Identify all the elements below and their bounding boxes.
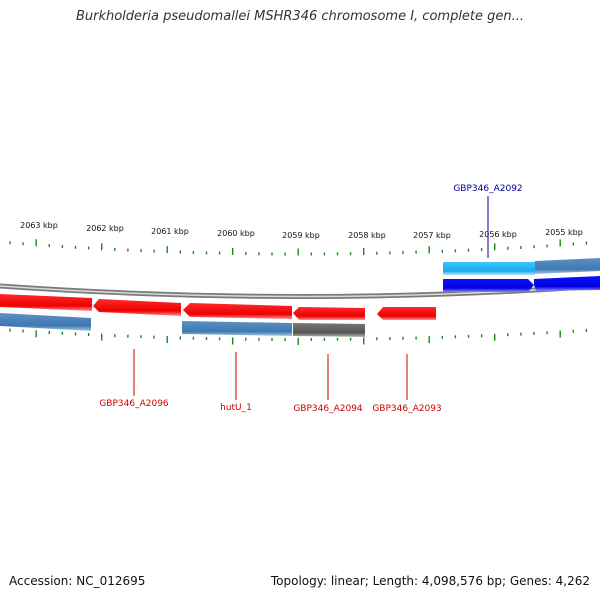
gene-GBP346_A2094-arrow[interactable]	[293, 307, 365, 320]
gene-GBP346_A2092-cds-cyan[interactable]	[443, 262, 535, 275]
gene-label-GBP346_A2094[interactable]: GBP346_A2094	[293, 404, 363, 414]
cds-GBP346_A2094-gray[interactable]	[293, 323, 365, 337]
scale-ticks-top	[9, 239, 588, 256]
gene-label-GBP346_A2093[interactable]: GBP346_A2093	[372, 404, 441, 414]
scale-label-2063: 2063 kbp	[20, 221, 58, 230]
scale-label-2056: 2056 kbp	[479, 230, 517, 239]
scale-label-2057: 2057 kbp	[413, 231, 451, 240]
gene-GBP346_A2096-arrow[interactable]	[93, 299, 181, 316]
gene-GBP346_A2092-arrow[interactable]	[443, 279, 534, 292]
gene-label-hutU_1[interactable]: hutU_1	[220, 403, 252, 413]
gene-GBP346_A2092-cds-steel[interactable]	[535, 258, 600, 274]
cds-left-steel[interactable]	[0, 313, 91, 331]
scale-label-2058: 2058 kbp	[348, 231, 386, 240]
gene-label-GBP346_A2092[interactable]: GBP346_A2092	[453, 184, 522, 194]
topology-label: Topology: linear; Length: 4,098,576 bp; …	[270, 574, 590, 588]
scale-labels: 2063 kbp 2062 kbp 2061 kbp 2060 kbp 2059…	[20, 221, 583, 240]
gene-hutU_1-arrow[interactable]	[183, 303, 292, 319]
scale-label-2062: 2062 kbp	[86, 224, 124, 233]
cds-hutU_1-steel[interactable]	[182, 321, 292, 336]
scale-label-2055: 2055 kbp	[545, 228, 583, 237]
scale-label-2059: 2059 kbp	[282, 231, 320, 240]
scale-label-2060: 2060 kbp	[217, 229, 255, 238]
gene-label-GBP346_A2096[interactable]: GBP346_A2096	[99, 399, 169, 409]
gene-plus-right-arrow[interactable]	[534, 276, 600, 291]
genome-title: Burkholderia pseudomallei MSHR346 chromo…	[75, 9, 525, 24]
scale-label-2061: 2061 kbp	[151, 227, 189, 236]
gene-GBP346_A2093-arrow[interactable]	[377, 307, 436, 320]
gene-left-partial-arrow[interactable]	[0, 294, 92, 311]
accession-label: Accession: NC_012695	[9, 574, 146, 588]
scale-ticks-bottom	[9, 328, 588, 345]
